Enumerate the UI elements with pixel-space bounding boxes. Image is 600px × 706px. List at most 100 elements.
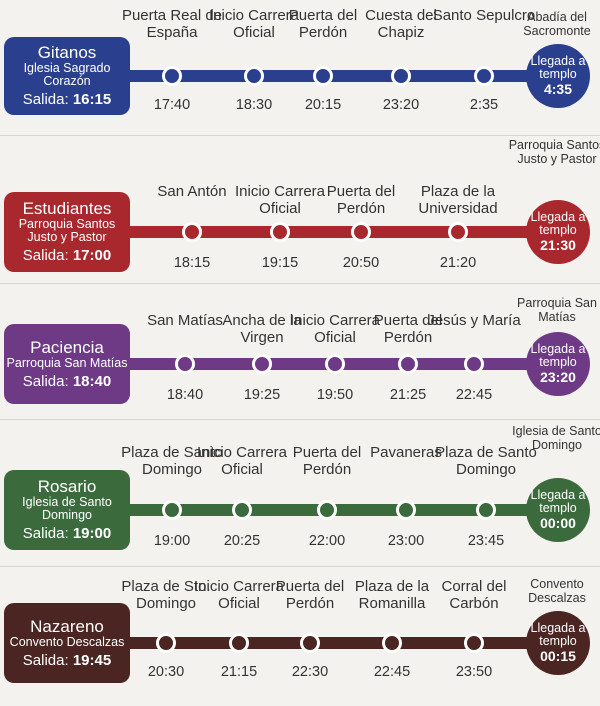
stop-label: Corral del Carbón <box>441 578 507 612</box>
arrival-label: Llegada a templo <box>530 342 586 369</box>
stop-time: 22:45 <box>373 664 411 680</box>
procession-origin: Parroquia San Matías <box>6 355 128 370</box>
stop-time: 23:50 <box>455 664 493 680</box>
arrival-label: Llegada a templo <box>530 621 586 648</box>
destination-label: Convento Descalzas <box>528 577 586 605</box>
stop-label: Puerta del Perdón <box>292 444 362 478</box>
stop-marker <box>391 66 411 86</box>
stop-marker <box>474 66 494 86</box>
stop-label: Plaza de Santo Domingo <box>435 444 537 478</box>
procession-box: Gitanos Iglesia Sagrado Corazón Salida: 16… <box>4 37 130 115</box>
stop-time: 18:15 <box>173 255 211 271</box>
stop-marker <box>396 500 416 520</box>
stop-label: Inicio Carrera Oficial <box>193 578 285 612</box>
stop-time: 19:25 <box>243 387 281 403</box>
departure-label: Salida: <box>22 247 69 264</box>
stop-label: Pavaneras <box>370 444 442 461</box>
stop-label: Inicio Carrera Oficial <box>234 183 326 217</box>
departure-label: Salida: <box>22 91 69 108</box>
stop-label: Inicio Carrera Oficial <box>289 312 381 346</box>
departure: Salida: 17:00 <box>23 246 111 265</box>
procession-origin: Iglesia de Santo Domingo <box>22 495 112 522</box>
stop-marker <box>300 633 320 653</box>
route-line <box>60 226 570 238</box>
stop-marker <box>313 66 333 86</box>
arrival-time: 21:30 <box>540 237 576 253</box>
stop-marker <box>232 500 252 520</box>
arrival-label: Llegada a templo <box>530 488 586 515</box>
stop-label: Inicio Carrera Oficial <box>208 7 300 41</box>
section-divider <box>0 283 600 284</box>
stop-time: 19:15 <box>261 255 299 271</box>
stop-label: Santo Sepulcro <box>432 7 536 24</box>
arrival-label: Llegada a templo <box>530 54 586 81</box>
stop-marker <box>398 354 418 374</box>
stop-label: Puerta del Perdón <box>326 183 396 217</box>
stop-time: 23:45 <box>467 533 505 549</box>
destination-label: Parroquia Santos Justo y Pastor <box>508 138 600 166</box>
departure-label: Salida: <box>22 525 69 542</box>
stop-marker <box>325 354 345 374</box>
departure-time: 18:40 <box>72 372 112 390</box>
stop-marker <box>162 66 182 86</box>
stop-label: Puerta del Perdón <box>288 7 358 41</box>
procession-box: Rosario Iglesia de Santo Domingo Salida: 1… <box>4 470 130 550</box>
stop-time: 18:40 <box>166 387 204 403</box>
stop-label: Ancha de la Virgen <box>222 312 302 346</box>
stop-marker <box>182 222 202 242</box>
departure-label: Salida: <box>22 651 69 669</box>
departure-time: 16:15 <box>72 91 112 108</box>
stop-time: 20:30 <box>147 664 185 680</box>
arrival-time: 23:20 <box>540 369 576 385</box>
stop-time: 21:15 <box>220 664 258 680</box>
destination-label: Iglesia de Santo Domingo <box>512 424 600 452</box>
stop-label: San Antón <box>157 183 227 200</box>
procession-box: Nazareno Convento Descalzas Salida: 19:45 <box>4 603 130 683</box>
procession-name: Estudiantes <box>22 199 112 218</box>
stop-label: Inicio Carrera Oficial <box>196 444 288 478</box>
stop-time: 22:00 <box>308 533 346 549</box>
stop-marker <box>270 222 290 242</box>
stop-label: Plaza de la Universidad <box>418 183 498 217</box>
section-divider <box>0 419 600 420</box>
stop-time: 20:50 <box>342 255 380 271</box>
stop-time: 19:00 <box>153 533 191 549</box>
stop-time: 19:50 <box>316 387 354 403</box>
stop-label: Plaza de la Romanilla <box>354 578 430 612</box>
stop-label: Plaza de Sto. Domingo <box>121 578 211 612</box>
stop-time: 2:35 <box>469 97 499 113</box>
destination-label: Parroquia San Matías <box>517 296 597 324</box>
stop-label: Jesús y María <box>427 312 521 329</box>
stop-time: 23:00 <box>387 533 425 549</box>
departure-label: Salida: <box>22 372 69 390</box>
departure-time: 17:00 <box>72 247 112 264</box>
departure: Salida: 16:15 <box>23 90 111 109</box>
arrival-circle: Llegada a templo 00:15 <box>526 611 590 675</box>
stop-marker <box>448 222 468 242</box>
procession-box: Paciencia Parroquia San Matías Salida: 18:… <box>4 324 130 404</box>
stop-label: Plaza de Santo Domingo <box>121 444 223 478</box>
stop-marker <box>175 354 195 374</box>
stop-time: 20:25 <box>223 533 261 549</box>
arrival-circle: Llegada a templo 23:20 <box>526 332 590 396</box>
stop-time: 21:25 <box>389 387 427 403</box>
arrival-time: 4:35 <box>543 81 573 97</box>
stop-marker <box>464 633 484 653</box>
arrival-time: 00:00 <box>540 515 576 531</box>
procession-name: Nazareno <box>30 616 104 636</box>
stop-time: 18:30 <box>235 97 273 113</box>
arrival-label: Llegada a templo <box>530 210 586 237</box>
departure: Salida: 19:00 <box>23 524 111 543</box>
stop-marker <box>229 633 249 653</box>
procession-origin: Iglesia Sagrado Corazón <box>23 61 111 88</box>
stop-marker <box>382 633 402 653</box>
stop-marker <box>317 500 337 520</box>
stop-label: San Matías <box>147 312 223 329</box>
destination-label: Abadía del Sacromonte <box>523 10 591 38</box>
stop-marker <box>244 66 264 86</box>
section-divider <box>0 566 600 567</box>
arrival-circle: Llegada a templo 00:00 <box>526 478 590 542</box>
departure: Salida: 18:40 <box>23 372 111 391</box>
stop-time: 22:30 <box>291 664 329 680</box>
departure: Salida: 19:45 <box>23 651 111 670</box>
